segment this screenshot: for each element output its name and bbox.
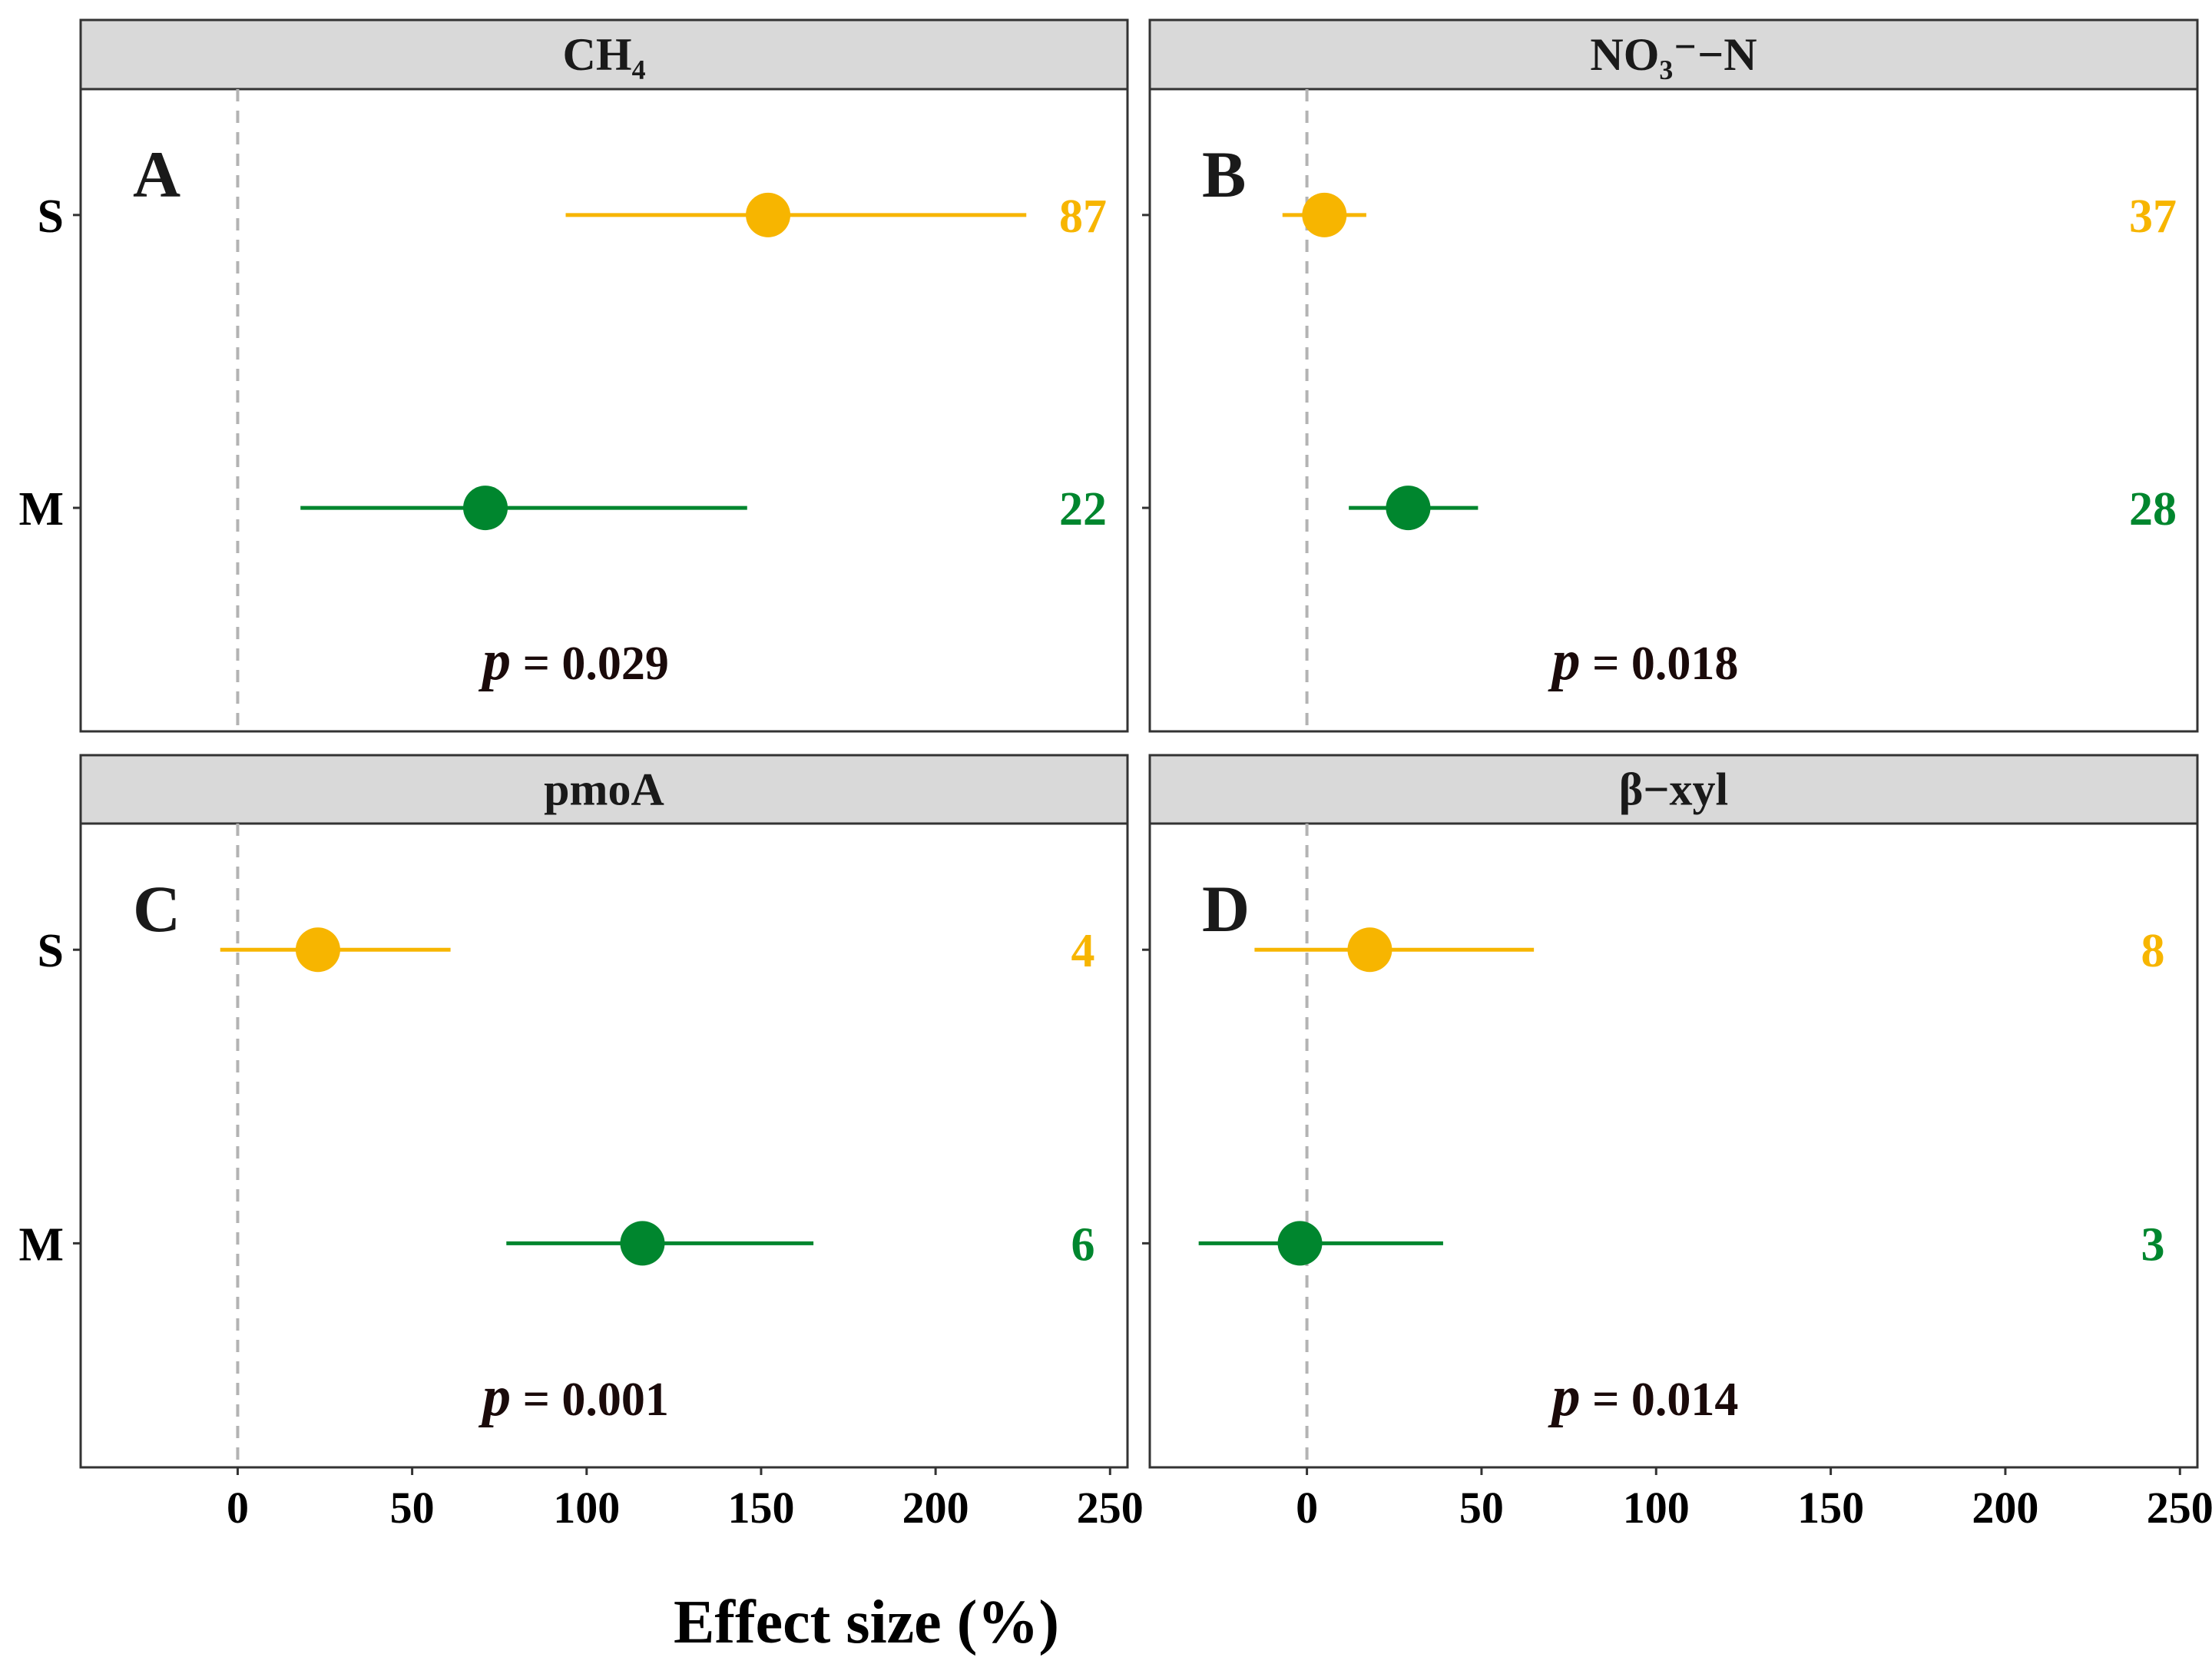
facet-strip [79,754,1129,825]
panel-letter: C [133,872,180,946]
point-estimate-s [746,192,791,237]
x-tick-label: 250 [2147,1483,2212,1533]
p-symbol: p [478,1365,511,1428]
sample-size-label-m: 6 [1071,1218,1095,1271]
facet-strip [1148,18,2199,91]
p-symbol: p [1548,1365,1581,1428]
y-tick-label-s: S [38,191,64,243]
x-tick-label: 150 [1797,1483,1864,1533]
p-value-label: p = 0.018 [1548,629,1739,692]
sample-size-label-s: 8 [2141,925,2165,977]
point-estimate-m [1277,1221,1323,1266]
point-estimate-m [463,486,508,531]
point-estimate-s [1302,192,1347,237]
sample-size-label-s: 87 [1059,191,1107,243]
panel-letter: D [1202,872,1250,946]
x-tick-label: 100 [553,1483,620,1533]
y-tick-label-m: M [18,483,64,535]
p-value-text: = 0.001 [511,1374,669,1426]
x-tick-label: 50 [390,1483,435,1533]
p-value-label: p = 0.014 [1548,1365,1739,1428]
p-symbol: p [1548,629,1581,692]
facet-strip-label: CH₄ [563,29,646,80]
point-estimate-s [295,927,340,973]
plot-area [1148,822,2199,1469]
point-estimate-m [1386,486,1431,531]
sample-size-label-m: 28 [2129,483,2177,535]
sample-size-label-s: 4 [1071,925,1095,977]
p-value-label: p = 0.001 [478,1365,669,1428]
sample-size-label-m: 22 [1059,483,1107,535]
plot-area [79,88,1129,733]
x-tick-label: 0 [1296,1483,1318,1533]
panel-letter: B [1202,138,1246,211]
point-estimate-s [1347,927,1392,973]
y-tick-label-s: S [38,925,64,977]
facet-strip-label: NO₃⁻−N [1590,29,1757,80]
p-value-text: = 0.029 [511,638,669,690]
facet-strip [79,18,1129,91]
sample-size-label-s: 37 [2129,191,2177,243]
point-estimate-m [620,1221,665,1266]
facet-strip-label: β−xyl [1619,764,1728,815]
x-tick-label: 200 [902,1483,969,1533]
p-value-text: = 0.014 [1581,1374,1739,1426]
panel-c: pmoA C S M 4 6 p = 0.001 0 50 100 150 200 250 [18,754,1144,1533]
panel-b: NO₃⁻−N B 37 28 p = 0.018 [1142,18,2199,733]
plot-area [79,822,1129,1469]
p-value-text: = 0.018 [1581,638,1739,690]
x-tick-label: 50 [1459,1483,1504,1533]
x-tick-label: 150 [727,1483,794,1533]
facet-strip [1148,754,2199,825]
x-tick-label: 200 [1972,1483,2038,1533]
y-tick-label-m: M [18,1218,64,1271]
x-tick-label: 250 [1077,1483,1144,1533]
x-tick-label: 0 [227,1483,249,1533]
p-symbol: p [478,629,511,692]
panel-d: β−xyl D 8 3 p = 0.014 0 50 100 150 200 250 [1142,754,2212,1533]
p-value-label: p = 0.029 [478,629,669,692]
x-tick-label: 100 [1623,1483,1690,1533]
panel-a: CH₄ A S M 87 22 p = 0.029 [18,18,1129,733]
sample-size-label-m: 3 [2141,1218,2165,1271]
panel-letter: A [133,138,180,211]
facet-strip-label: pmoA [544,764,664,815]
x-axis-title: Effect size (%) [674,1589,1059,1656]
